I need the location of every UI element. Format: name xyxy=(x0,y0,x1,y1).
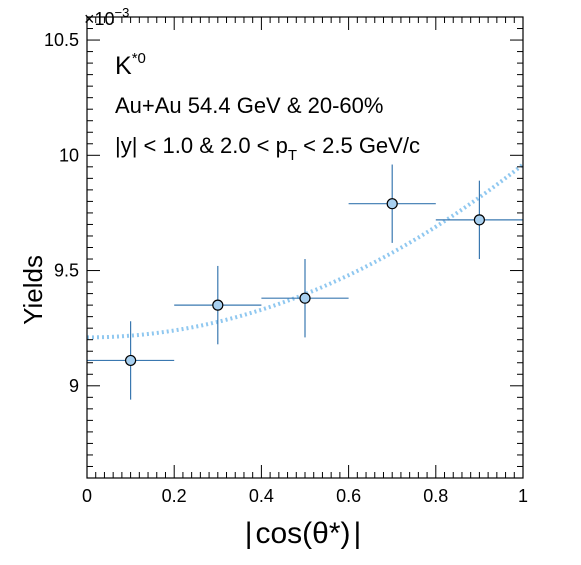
y-axis-title: Yields xyxy=(18,255,48,325)
y-exponent-label: ×10−3 xyxy=(84,5,129,29)
data-point xyxy=(473,214,485,226)
x-tick-label: 0.2 xyxy=(162,486,187,506)
x-tick-label: 1 xyxy=(518,486,528,506)
axis-ticks xyxy=(86,16,524,479)
x-tick-label: 0.6 xyxy=(336,486,361,506)
y-tick-label: 9 xyxy=(69,376,79,396)
data-point xyxy=(299,292,311,304)
y-tick-label: 9.5 xyxy=(54,261,79,281)
x-tick-label: 0 xyxy=(82,486,92,506)
collision-system-label: Au+Au 54.4 GeV & 20-60% xyxy=(115,93,383,118)
data-point xyxy=(212,299,224,311)
data-point xyxy=(125,354,137,367)
data-point xyxy=(386,198,398,210)
error-bar-layer xyxy=(87,164,523,400)
kinematic-cuts-label: |y| < 1.0 & 2.0 < pT < 2.5 GeV/c xyxy=(115,133,420,164)
y-tick-label: 10.5 xyxy=(44,30,79,50)
x-tick-label: 0.8 xyxy=(423,486,448,506)
x-axis-title: | cos(θ*) | xyxy=(245,517,362,550)
tick-labels: 0 0.2 0.4 0.6 0.8 1 9 9.5 10 10.5 xyxy=(44,30,528,506)
x-tick-label: 0.4 xyxy=(249,486,274,506)
plot-frame xyxy=(86,16,524,479)
y-tick-label: 10 xyxy=(59,145,79,165)
particle-label: K*0 xyxy=(115,50,146,80)
data-point-layer xyxy=(125,198,485,367)
